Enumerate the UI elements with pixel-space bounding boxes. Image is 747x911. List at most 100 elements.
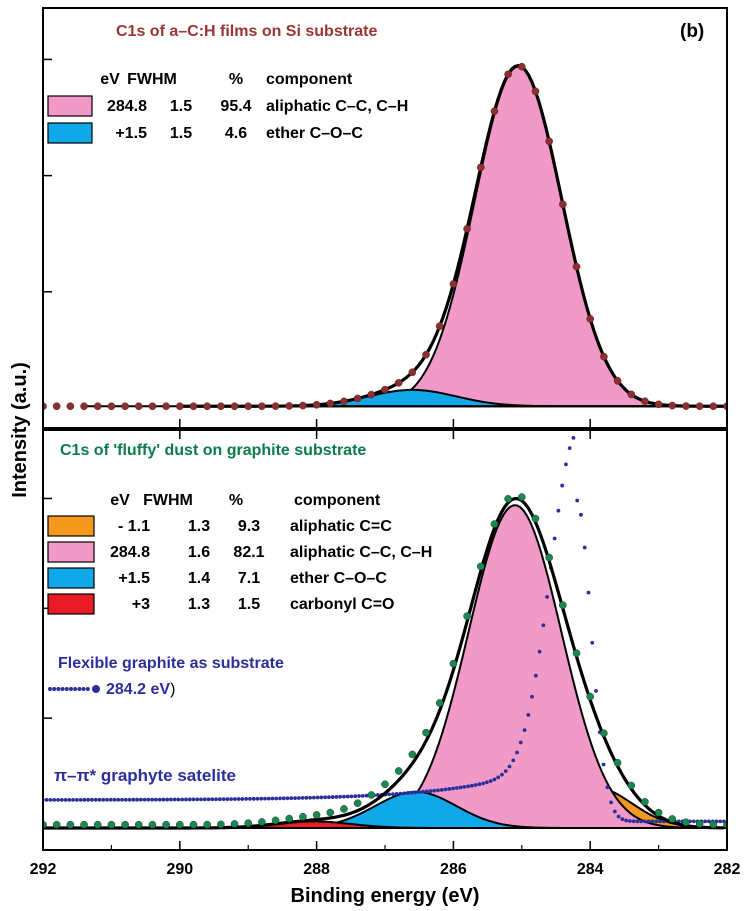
data-point bbox=[627, 390, 636, 399]
reference-point bbox=[601, 762, 606, 767]
reference-point bbox=[646, 819, 651, 824]
reference-point bbox=[406, 791, 410, 795]
reference-point bbox=[616, 814, 621, 819]
data-point bbox=[463, 225, 471, 233]
data-point bbox=[107, 402, 116, 411]
reference-legend-dot bbox=[52, 687, 57, 691]
data-point bbox=[340, 805, 348, 813]
data-point bbox=[613, 758, 622, 767]
reference-point bbox=[447, 787, 452, 791]
reference-point bbox=[56, 797, 60, 802]
reference-point bbox=[481, 781, 486, 786]
data-point bbox=[244, 402, 252, 411]
top-panel: C1s of a–C:H films on Si substrate (b) e… bbox=[42, 7, 728, 429]
reference-point bbox=[424, 789, 429, 794]
reference-point bbox=[184, 797, 188, 802]
data-point bbox=[299, 812, 307, 821]
legend-cell: 9.3 bbox=[238, 518, 260, 535]
data-point bbox=[175, 820, 184, 829]
data-point bbox=[559, 200, 567, 209]
reference-point bbox=[627, 819, 632, 823]
reference-point bbox=[338, 794, 343, 799]
reference-point bbox=[541, 623, 546, 628]
data-point bbox=[80, 820, 88, 829]
reference-point bbox=[537, 649, 542, 654]
data-point bbox=[394, 379, 403, 387]
reference-point bbox=[138, 797, 143, 802]
reference-point bbox=[195, 797, 200, 802]
data-point bbox=[600, 729, 608, 738]
reference-point bbox=[658, 819, 662, 824]
x-tick-label: 292 bbox=[30, 861, 57, 878]
reference-legend-dot bbox=[64, 687, 69, 691]
data-point bbox=[695, 402, 704, 411]
data-point bbox=[449, 659, 458, 668]
top-plot-area bbox=[43, 62, 727, 411]
data-point bbox=[504, 70, 512, 79]
data-point bbox=[121, 402, 129, 411]
legend-cell: +1.5 bbox=[115, 125, 147, 142]
data-point bbox=[312, 811, 321, 819]
reference-point bbox=[131, 797, 136, 802]
legend-cell: 1.5 bbox=[170, 125, 192, 142]
reference-point bbox=[334, 795, 339, 799]
reference-point bbox=[518, 740, 523, 745]
reference-point bbox=[187, 797, 192, 802]
reference-point bbox=[545, 595, 550, 599]
data-point bbox=[134, 402, 143, 411]
legend-cell: aliphatic C=C bbox=[290, 518, 392, 535]
reference-point bbox=[488, 779, 493, 783]
reference-point bbox=[511, 758, 516, 763]
reference-point bbox=[654, 819, 659, 824]
legend-swatch bbox=[47, 541, 95, 563]
top-panel-frame bbox=[42, 7, 728, 429]
reference-legend-line bbox=[48, 685, 100, 693]
reference-point bbox=[308, 795, 312, 800]
data-point bbox=[490, 520, 499, 528]
reference-point bbox=[229, 797, 234, 801]
reference-point bbox=[112, 797, 117, 802]
data-point bbox=[66, 402, 75, 411]
data-point bbox=[586, 315, 595, 323]
reference-point bbox=[357, 794, 361, 798]
reference-point bbox=[63, 797, 68, 802]
reference-point bbox=[582, 545, 587, 550]
panel-label: (b) bbox=[680, 21, 704, 42]
legend-swatch bbox=[47, 515, 95, 537]
data-point bbox=[586, 692, 595, 701]
reference-legend-value: 284.2 eV) bbox=[106, 681, 175, 698]
legend-header-cell: % bbox=[229, 71, 243, 88]
data-point bbox=[271, 816, 280, 825]
legend-swatch bbox=[47, 593, 95, 615]
reference-point bbox=[706, 819, 711, 824]
data-point bbox=[203, 820, 211, 829]
reference-point bbox=[571, 435, 576, 440]
legend-cell: ether C–O–C bbox=[266, 125, 363, 142]
reference-point bbox=[90, 797, 94, 802]
data-point bbox=[80, 402, 88, 411]
reference-point bbox=[161, 797, 166, 802]
data-point bbox=[353, 394, 362, 403]
reference-point bbox=[387, 792, 391, 797]
reference-point bbox=[635, 819, 640, 824]
x-tick-label: 290 bbox=[166, 861, 193, 878]
legend-cell: carbonyl C=O bbox=[290, 596, 394, 613]
legend-cell: +1.5 bbox=[118, 570, 150, 587]
reference-point bbox=[609, 800, 613, 805]
reference-legend-dot bbox=[69, 687, 73, 691]
reference-point bbox=[101, 797, 106, 802]
data-point bbox=[162, 820, 170, 829]
reference-point bbox=[248, 796, 252, 801]
legend-cell: 1.6 bbox=[188, 544, 210, 561]
data-point bbox=[654, 808, 663, 817]
reference-point bbox=[503, 769, 508, 774]
reference-point bbox=[643, 819, 647, 824]
data-point bbox=[449, 280, 458, 288]
reference-point bbox=[413, 790, 418, 795]
reference-point bbox=[394, 792, 399, 796]
legend-header-cell: % bbox=[229, 492, 243, 509]
legend-cell: 7.1 bbox=[238, 570, 260, 587]
legend-cell: 4.6 bbox=[225, 125, 247, 142]
data-point bbox=[340, 397, 348, 406]
legend-cell: aliphatic C–C, C–H bbox=[290, 544, 432, 561]
